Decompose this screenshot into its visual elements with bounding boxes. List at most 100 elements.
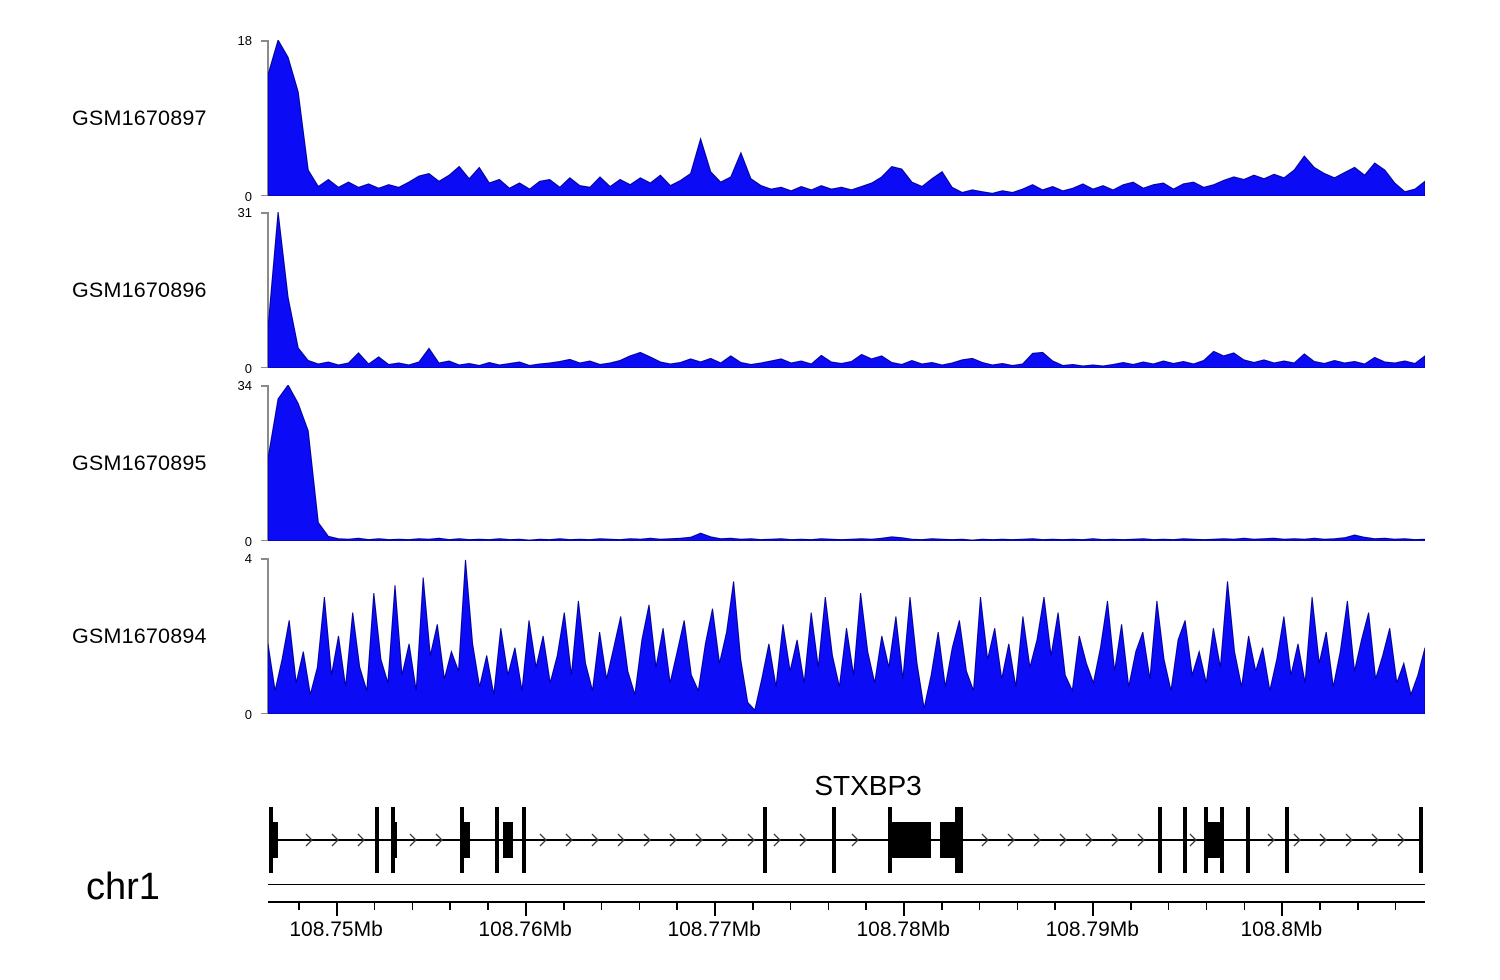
right-arrow-icon [1345, 833, 1353, 847]
y-axis-bottom-tick [261, 366, 268, 368]
axis-minor-tick [373, 902, 376, 910]
axis-major-tick [525, 902, 527, 916]
axis-major-tick [336, 902, 338, 916]
axis-minor-tick [1054, 902, 1057, 910]
right-arrow-icon [1059, 833, 1067, 847]
exon-bar [1204, 807, 1208, 873]
track-row-gsm1670894: GSM1670894 4 0 [0, 552, 1500, 721]
y-axis-top-tick [261, 385, 268, 387]
exon-bar [955, 807, 959, 873]
y-axis-top-tick [261, 40, 268, 42]
right-arrow-icon [1267, 833, 1275, 847]
track-label: GSM1670895 [72, 450, 207, 475]
axis-tick-label: 108.77Mb [667, 918, 761, 941]
right-arrow-icon [695, 833, 703, 847]
axis-minor-tick [1243, 902, 1246, 910]
axis-major-tick [903, 902, 905, 916]
right-arrow-icon [1085, 833, 1093, 847]
coverage-signal-area [268, 40, 1425, 196]
coverage-signal-area [268, 385, 1425, 541]
y-axis-zero-label: 0 [244, 189, 252, 204]
right-arrow-icon [357, 833, 365, 847]
y-axis-line [267, 212, 269, 368]
right-arrow-icon [1033, 833, 1041, 847]
strand-arrows [305, 833, 1405, 847]
axis-major-tick [1092, 902, 1094, 916]
right-arrow-icon [617, 833, 625, 847]
exon-bar [269, 807, 273, 873]
axis-minor-tick [487, 902, 489, 910]
exon-bar [1285, 807, 1289, 873]
chromosome-label: chr1 [86, 866, 160, 908]
right-arrow-icon [1189, 833, 1197, 847]
right-arrow-icon [1007, 833, 1015, 847]
axis-minor-tick [676, 902, 678, 910]
y-axis-bottom-tick [261, 712, 268, 714]
axis-tick-label: 108.78Mb [856, 918, 950, 941]
axis-tick-label: 108.8Mb [1240, 918, 1323, 941]
right-arrow-icon [409, 833, 417, 847]
track-row-gsm1670897: GSM1670897 18 0 [0, 34, 1500, 203]
y-axis-zero-label: 0 [244, 534, 252, 549]
coding-exon-box [1207, 822, 1221, 858]
axis-major-tick [1281, 902, 1283, 916]
exon-bar [832, 807, 836, 873]
right-arrow-icon [331, 833, 339, 847]
axis-minor-tick [1130, 902, 1132, 910]
axis-minor-tick [1356, 902, 1359, 910]
axis-minor-tick [1167, 902, 1170, 910]
axis-minor-tick [1205, 902, 1208, 910]
right-arrow-icon [981, 833, 989, 847]
axis-tick-label: 108.79Mb [1045, 918, 1139, 941]
exon-bar [763, 807, 767, 873]
axis-minor-tick [1394, 902, 1397, 910]
axis-minor-tick [751, 902, 754, 910]
coding-exon-box [939, 822, 956, 858]
y-axis-bottom-tick [261, 539, 268, 541]
axis-minor-tick [411, 902, 414, 910]
right-arrow-icon [435, 833, 443, 847]
coding-exon-box [272, 822, 279, 858]
axis-minor-tick [941, 902, 943, 910]
coding-exon-box [502, 822, 513, 858]
genome-axis-line [268, 901, 1425, 903]
gene-intron-line [269, 839, 1424, 841]
exon-bar [1158, 807, 1162, 873]
track-label: GSM1670896 [72, 277, 207, 302]
gene-name-label: STXBP3 [814, 770, 922, 801]
y-axis-bottom-tick [261, 194, 268, 196]
right-arrow-icon [591, 833, 599, 847]
axis-minor-tick [638, 902, 641, 910]
y-axis-zero-label: 0 [244, 707, 252, 722]
axis-minor-tick [600, 902, 603, 910]
right-arrow-icon [1137, 833, 1145, 847]
coding-exon-box [460, 822, 470, 858]
right-arrow-icon [305, 833, 313, 847]
right-arrow-icon [773, 833, 781, 847]
genome-axis-ticks: 108.75Mb 108.76Mb 108.77Mb 108.78Mb 108.79Mb… [268, 901, 1425, 961]
coding-exon-box [390, 822, 397, 858]
axis-tick-label: 108.76Mb [478, 918, 572, 941]
axis-separator-line [268, 884, 1425, 886]
gene-model-track [268, 800, 1425, 880]
exon-bar [959, 807, 963, 873]
right-arrow-icon [1371, 833, 1379, 847]
axis-minor-tick [827, 902, 830, 910]
exon-bar [495, 807, 499, 873]
exon-bar [522, 807, 526, 873]
coverage-signal-area [268, 558, 1425, 714]
right-arrow-icon [799, 833, 807, 847]
coverage-signal-area [268, 212, 1425, 368]
right-arrow-icon [565, 833, 573, 847]
y-axis-zero-label: 0 [244, 361, 252, 376]
exon-bar [375, 807, 379, 873]
axis-minor-tick [865, 902, 867, 910]
exon-bar [1246, 807, 1250, 873]
axis-minor-tick [978, 902, 981, 910]
axis-minor-tick [298, 902, 300, 910]
right-arrow-icon [747, 833, 755, 847]
y-axis-line [267, 558, 269, 714]
right-arrow-icon [851, 833, 859, 847]
exon-bar [1419, 807, 1423, 873]
